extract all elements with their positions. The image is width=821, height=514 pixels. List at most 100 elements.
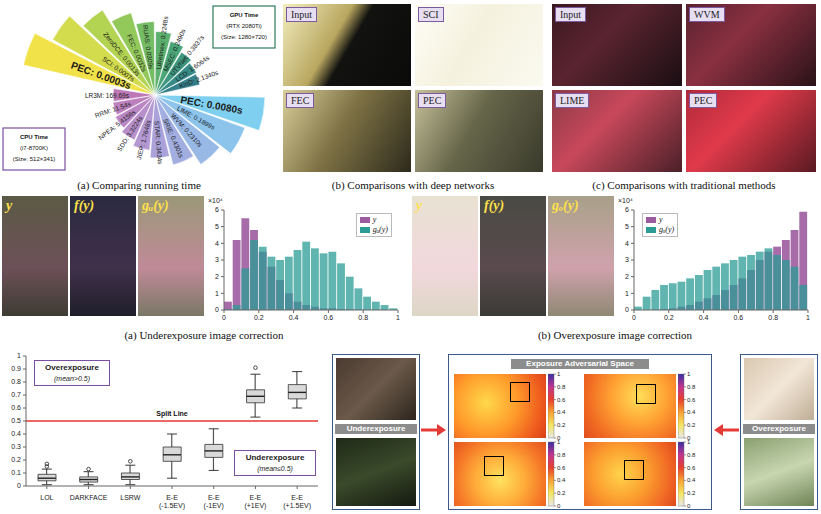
svg-text:0.4: 0.4 <box>687 409 696 415</box>
svg-text:WVM: 0.2310s: WVM: 0.2310s <box>169 111 204 149</box>
svg-text:0.4: 0.4 <box>557 477 566 483</box>
svg-text:KinD: 2.1340s: KinD: 2.1340s <box>178 69 219 90</box>
svg-text:RRM: 11.54s: RRM: 11.54s <box>94 100 132 119</box>
svg-text:0.4: 0.4 <box>11 430 21 437</box>
svg-text:JIEP: 1.7648s: JIEP: 1.7648s <box>135 119 152 161</box>
svg-text:1: 1 <box>806 314 810 321</box>
svg-text:1: 1 <box>687 371 691 377</box>
html-text:gᵤ(y): gᵤ(y) <box>142 198 169 213</box>
html-text:(c) Comparisons with tradition: (c) Comparisons with traditional methods <box>592 179 776 191</box>
svg-text:0: 0 <box>632 314 636 321</box>
svg-text:2: 2 <box>625 273 629 280</box>
svg-text:4: 4 <box>215 240 219 247</box>
svg-text:0.2: 0.2 <box>664 314 674 321</box>
svg-text:ZeroDCE: 0.0013s: ZeroDCE: 0.0013s <box>102 30 142 77</box>
svg-text:1: 1 <box>625 290 629 297</box>
svg-text:0.2: 0.2 <box>557 422 566 428</box>
svg-text:1: 1 <box>215 290 219 297</box>
svg-text:0.8: 0.8 <box>768 314 778 321</box>
svg-text:6: 6 <box>215 206 219 213</box>
svg-text:E-E(-1EV): E-E(-1EV) <box>204 494 224 510</box>
svg-text:0: 0 <box>687 503 691 509</box>
svg-text:0.6: 0.6 <box>687 397 696 403</box>
svg-text:URetinex: 0.2248s: URetinex: 0.2248s <box>155 15 170 70</box>
svg-text:PEC: 0.0003s: PEC: 0.0003s <box>69 59 133 92</box>
svg-text:0.6: 0.6 <box>687 465 696 471</box>
svg-text:0.2: 0.2 <box>687 422 696 428</box>
svg-text:4: 4 <box>625 240 629 247</box>
svg-text:0.2: 0.2 <box>557 490 566 496</box>
svg-text:0.9: 0.9 <box>11 365 21 372</box>
svg-text:0.5: 0.5 <box>11 417 21 424</box>
svg-text:Split Line: Split Line <box>156 410 188 418</box>
svg-text:3: 3 <box>625 256 629 263</box>
svg-text:SDD: 3.3224s: SDD: 3.3224s <box>115 114 144 153</box>
svg-text:0.8: 0.8 <box>687 384 696 390</box>
svg-text:LCD: 1.6064s: LCD: 1.6064s <box>174 53 211 83</box>
svg-text:3: 3 <box>215 256 219 263</box>
svg-text:0.8: 0.8 <box>557 384 566 390</box>
svg-text:0.1: 0.1 <box>11 469 21 476</box>
svg-text:STAR: 0.3434s: STAR: 0.3434s <box>154 121 164 166</box>
html-text:gₒ(y): gₒ(y) <box>552 198 579 213</box>
svg-text:0: 0 <box>222 314 226 321</box>
svg-text:(Size: 512×341): (Size: 512×341) <box>13 156 56 162</box>
svg-text:FEC: 0.0032s: FEC: 0.0032s <box>125 33 148 73</box>
svg-text:6: 6 <box>625 206 629 213</box>
svg-text:1: 1 <box>17 352 21 359</box>
svg-text:0.6: 0.6 <box>557 465 566 471</box>
svg-text:5: 5 <box>215 223 219 230</box>
svg-text:0.4: 0.4 <box>557 409 566 415</box>
svg-text:0: 0 <box>17 482 21 489</box>
svg-text:0.4: 0.4 <box>687 477 696 483</box>
svg-text:1: 1 <box>557 371 561 377</box>
svg-text:E-E(+1EV): E-E(+1EV) <box>244 494 266 510</box>
svg-text:0: 0 <box>215 306 219 313</box>
svg-text:0.4: 0.4 <box>699 314 709 321</box>
svg-text:RUAS: 0.0309s: RUAS: 0.0309s <box>142 24 155 70</box>
svg-text:E-E(-1.5EV): E-E(-1.5EV) <box>159 494 185 510</box>
svg-text:0.7: 0.7 <box>11 391 21 398</box>
html-text:f(y): f(y) <box>74 198 95 213</box>
svg-text:SCI: 0.0007s: SCI: 0.0007s <box>101 55 136 83</box>
svg-text:0: 0 <box>625 306 629 313</box>
svg-text:0.2: 0.2 <box>254 314 264 321</box>
svg-text:NPEA: 5.4156s: NPEA: 5.4156s <box>97 108 137 141</box>
svg-text:DARKFACE: DARKFACE <box>70 494 108 501</box>
svg-text:0.8: 0.8 <box>11 378 21 385</box>
svg-text:(i7-8700K): (i7-8700K) <box>20 145 48 151</box>
svg-text:0.8: 0.8 <box>358 314 368 321</box>
svg-text:SRIE: 0.4301s: SRIE: 0.4301s <box>162 117 185 159</box>
svg-text:MSEC: 0.2490s: MSEC: 0.2490s <box>162 27 187 73</box>
svg-text:0.8: 0.8 <box>557 452 566 458</box>
html-text:(b) Comparisons with deep netw: (b) Comparisons with deep networks <box>331 179 495 191</box>
svg-text:LOL: LOL <box>40 494 53 501</box>
svg-text:(RTX 2080Ti): (RTX 2080Ti) <box>226 23 262 29</box>
svg-text:PEC: 0.0080s: PEC: 0.0080s <box>179 94 244 116</box>
svg-text:0.2: 0.2 <box>11 456 21 463</box>
svg-text:5: 5 <box>625 223 629 230</box>
svg-text:(Size: 1280×720): (Size: 1280×720) <box>221 34 267 40</box>
svg-text:1: 1 <box>396 314 400 321</box>
svg-text:0.6: 0.6 <box>324 314 334 321</box>
svg-text:0.6: 0.6 <box>11 404 21 411</box>
html-text:f(y): f(y) <box>484 198 505 213</box>
svg-text:0.4: 0.4 <box>289 314 299 321</box>
svg-text:0.6: 0.6 <box>734 314 744 321</box>
svg-text:LR3M: 169.69s: LR3M: 169.69s <box>85 92 130 99</box>
svg-text:0.8: 0.8 <box>687 452 696 458</box>
svg-text:0.2: 0.2 <box>687 490 696 496</box>
svg-text:E-E(+1.5EV): E-E(+1.5EV) <box>283 494 311 510</box>
svg-text:0.6: 0.6 <box>557 397 566 403</box>
svg-text:1: 1 <box>557 439 561 445</box>
html-text:(a) Comparing running time: (a) Comparing running time <box>77 179 201 191</box>
svg-text:LIME: 0.1899s: LIME: 0.1899s <box>176 104 217 131</box>
svg-text:UTVNet: 0.3837s: UTVNet: 0.3837s <box>168 33 206 77</box>
svg-text:0.3: 0.3 <box>11 443 21 450</box>
svg-text:GPU Time: GPU Time <box>230 12 259 18</box>
svg-text:CPU Time: CPU Time <box>20 134 49 140</box>
svg-text:2: 2 <box>215 273 219 280</box>
svg-text:0: 0 <box>557 503 561 509</box>
svg-text:1: 1 <box>687 439 691 445</box>
svg-text:LSRW: LSRW <box>120 494 140 501</box>
